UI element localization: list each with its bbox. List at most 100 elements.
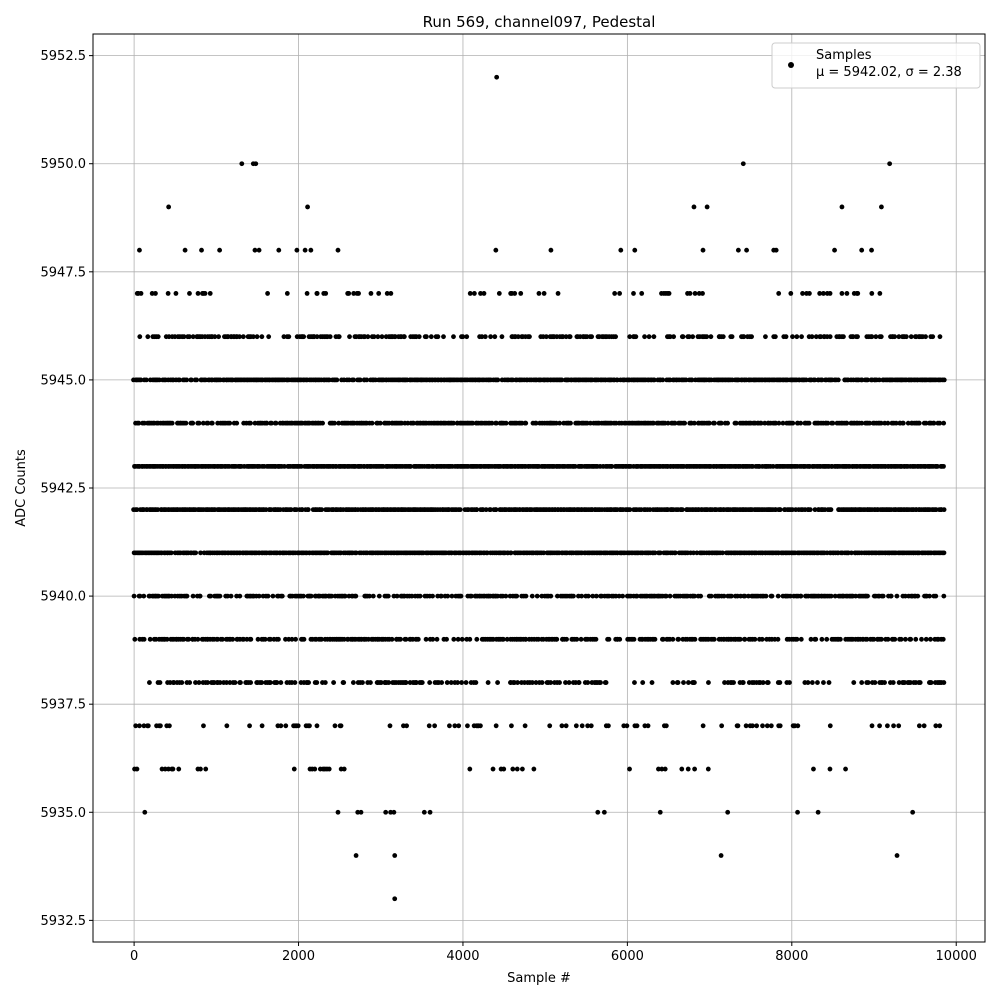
data-point <box>355 809 361 815</box>
data-point <box>386 680 392 685</box>
data-point <box>269 420 274 426</box>
data-point <box>923 334 928 340</box>
data-point <box>193 550 199 556</box>
data-point <box>417 593 423 599</box>
data-point <box>859 377 865 383</box>
data-point <box>378 680 384 685</box>
data-point <box>700 291 705 296</box>
data-point <box>744 247 749 253</box>
data-point <box>843 766 848 772</box>
data-point <box>368 680 373 685</box>
data-point <box>896 723 902 729</box>
data-point <box>392 853 398 858</box>
data-point <box>585 723 591 729</box>
data-point <box>930 334 936 340</box>
data-point <box>155 334 161 340</box>
data-point <box>941 377 947 383</box>
data-point <box>824 636 830 642</box>
data-point <box>452 723 458 729</box>
data-point <box>670 636 676 642</box>
y-axis-label: ADC Counts <box>14 449 29 527</box>
data-point <box>775 636 781 642</box>
data-point <box>515 680 520 685</box>
data-point <box>301 334 307 340</box>
data-point <box>880 593 886 599</box>
data-point <box>463 680 469 685</box>
data-point <box>627 334 633 340</box>
data-point <box>567 334 573 340</box>
data-point <box>458 593 464 599</box>
data-point <box>777 680 783 685</box>
x-axis-label: Sample # <box>507 971 571 986</box>
y-tick-label: 5950.0 <box>41 157 87 172</box>
data-point <box>541 291 547 296</box>
data-point <box>721 593 727 599</box>
data-point <box>617 291 623 296</box>
data-point <box>138 377 144 383</box>
data-point <box>188 377 194 383</box>
data-point <box>746 593 751 599</box>
data-point <box>765 680 771 685</box>
data-point <box>278 723 284 729</box>
data-point <box>680 334 686 340</box>
data-point <box>141 723 147 729</box>
data-point <box>740 680 746 685</box>
data-point <box>740 161 746 167</box>
data-point <box>667 334 673 340</box>
data-point <box>574 636 580 642</box>
data-point <box>134 507 140 513</box>
data-point <box>691 680 697 685</box>
x-tick-label: 10000 <box>936 949 977 964</box>
data-point <box>237 334 242 340</box>
data-point <box>413 680 419 685</box>
data-point <box>292 680 298 685</box>
y-tick-label: 5952.5 <box>41 49 87 64</box>
data-point <box>408 463 413 469</box>
data-point <box>859 420 865 426</box>
data-point <box>794 636 800 642</box>
data-point <box>876 377 882 383</box>
data-point <box>428 334 434 340</box>
data-point <box>803 377 809 383</box>
data-point <box>336 334 342 340</box>
data-point <box>479 334 485 340</box>
data-point <box>488 507 493 513</box>
data-point <box>438 593 444 599</box>
data-point <box>416 334 422 340</box>
data-point <box>201 723 206 729</box>
data-point <box>176 766 182 772</box>
data-point <box>879 204 884 210</box>
data-point <box>859 247 865 253</box>
data-point <box>651 334 657 340</box>
data-point <box>365 334 371 340</box>
data-point <box>342 593 348 599</box>
data-point <box>742 636 748 642</box>
data-point <box>449 593 455 599</box>
data-point <box>711 636 717 642</box>
data-point <box>741 334 747 340</box>
data-point <box>937 334 943 340</box>
data-point <box>548 247 554 253</box>
data-point <box>298 463 304 469</box>
data-point <box>137 593 143 599</box>
data-point <box>706 680 711 685</box>
data-point <box>262 636 268 642</box>
data-point <box>186 636 192 642</box>
data-point <box>554 636 560 642</box>
data-point <box>164 636 170 642</box>
data-point <box>522 723 528 729</box>
data-point <box>593 636 599 642</box>
data-point <box>319 507 325 513</box>
data-point <box>763 334 768 340</box>
data-point <box>392 896 398 902</box>
data-point <box>493 247 499 253</box>
data-point <box>232 680 238 685</box>
data-point <box>205 680 211 685</box>
data-point <box>351 377 356 383</box>
data-point <box>456 723 462 729</box>
data-point <box>353 550 359 556</box>
data-point <box>196 680 202 685</box>
data-point <box>813 636 819 642</box>
data-point <box>145 723 151 729</box>
data-point <box>278 680 284 685</box>
